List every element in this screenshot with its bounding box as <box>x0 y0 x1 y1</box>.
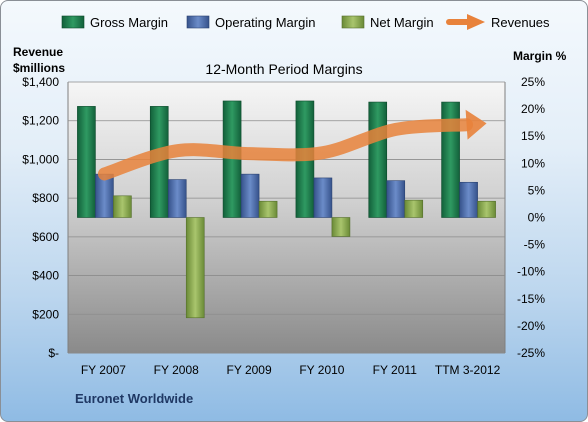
right-tick-label: 5% <box>528 183 546 197</box>
left-tick-label: $- <box>48 346 59 360</box>
bar-net-margin-fy-2008 <box>185 217 205 319</box>
right-tick-label: -20% <box>517 319 545 333</box>
legend-label-gross-margin: Gross Margin <box>90 15 168 30</box>
bar-operating-margin-fy-2008 <box>167 179 187 218</box>
right-tick-label: 15% <box>521 129 545 143</box>
legend-swatch-net-margin <box>341 15 365 29</box>
revenues-series <box>97 109 487 181</box>
x-tick-label: FY 2009 <box>227 363 272 377</box>
revenues-arrowhead <box>465 109 487 140</box>
x-tick-label: FY 2007 <box>81 363 126 377</box>
legend-item-operating-margin: Operating Margin <box>186 15 315 30</box>
bar-operating-margin-fy-2007 <box>95 173 114 218</box>
bar-operating-margin-fy-2009 <box>240 173 260 218</box>
legend: Gross Margin Operating Margin Net Margin… <box>61 14 550 30</box>
right-tick-label: -15% <box>517 292 545 306</box>
x-axis-ticks: FY 2007 FY 2008 FY 2009 FY 2010 FY 2011 TTM 3… <box>81 363 501 377</box>
bar-gross-margin-fy-2007 <box>77 106 96 218</box>
left-axis-label-line-1: Revenue <box>13 45 63 59</box>
legend-label-net-margin: Net Margin <box>370 15 434 30</box>
bar-operating-margin-fy-2011 <box>386 180 406 218</box>
legend-item-net-margin: Net Margin <box>341 15 434 30</box>
x-tick-label: TTM 3-2012 <box>435 363 501 377</box>
left-tick-label: $600 <box>32 230 59 244</box>
left-tick-label: $200 <box>32 307 59 321</box>
bar-net-margin-fy-2011 <box>404 199 424 218</box>
left-tick-label: $1,400 <box>22 75 59 89</box>
x-tick-label: FY 2008 <box>154 363 199 377</box>
right-tick-label: -10% <box>517 265 545 279</box>
left-tick-label: $1,200 <box>22 114 59 128</box>
bar-operating-margin-fy-2010 <box>313 177 333 218</box>
right-tick-label: 25% <box>521 75 545 89</box>
revenues-line <box>97 118 474 181</box>
left-axis-label-line-2: $millions <box>13 61 65 75</box>
legend-swatch-operating-margin <box>186 15 210 29</box>
left-tick-label: $800 <box>32 191 59 205</box>
right-tick-label: -5% <box>524 238 546 252</box>
chart-title: 12-Month Period Margins <box>205 61 362 77</box>
right-tick-label: 0% <box>528 211 546 225</box>
bar-net-margin-fy-2010 <box>331 217 351 237</box>
left-tick-label: $400 <box>32 269 59 283</box>
legend-label-operating-margin: Operating Margin <box>215 15 315 30</box>
bar-net-margin-ttm-3-2012 <box>477 200 496 218</box>
right-tick-label: 10% <box>521 156 545 170</box>
bar-net-margin-fy-2009 <box>258 200 278 218</box>
legend-item-gross-margin: Gross Margin <box>61 15 168 30</box>
x-tick-label: FY 2011 <box>373 363 418 377</box>
right-axis-ticks: 25% 20% 15% 10% 5% 0% -5% -10% -15% -20% -25% <box>517 75 545 360</box>
x-tick-label: FY 2010 <box>299 363 344 377</box>
legend-arrow-revenues <box>467 14 485 30</box>
left-tick-label: $1,000 <box>22 152 59 166</box>
bar-operating-margin-ttm-3-2012 <box>459 181 478 218</box>
right-tick-label: 20% <box>521 102 545 116</box>
legend-item-revenues: Revenues <box>446 14 550 30</box>
right-tick-label: -25% <box>517 346 545 360</box>
left-axis-ticks: $- $200 $400 $600 $800 $1,000 $1,200 $1,400 <box>22 75 59 360</box>
legend-label-revenues: Revenues <box>491 15 550 30</box>
right-axis-label: Margin % <box>513 49 567 63</box>
legend-swatch-gross-margin <box>61 15 85 29</box>
company-name: Euronet Worldwide <box>75 391 193 406</box>
bar-gross-margin-fy-2011 <box>368 101 388 218</box>
bar-net-margin-fy-2007 <box>113 195 132 218</box>
